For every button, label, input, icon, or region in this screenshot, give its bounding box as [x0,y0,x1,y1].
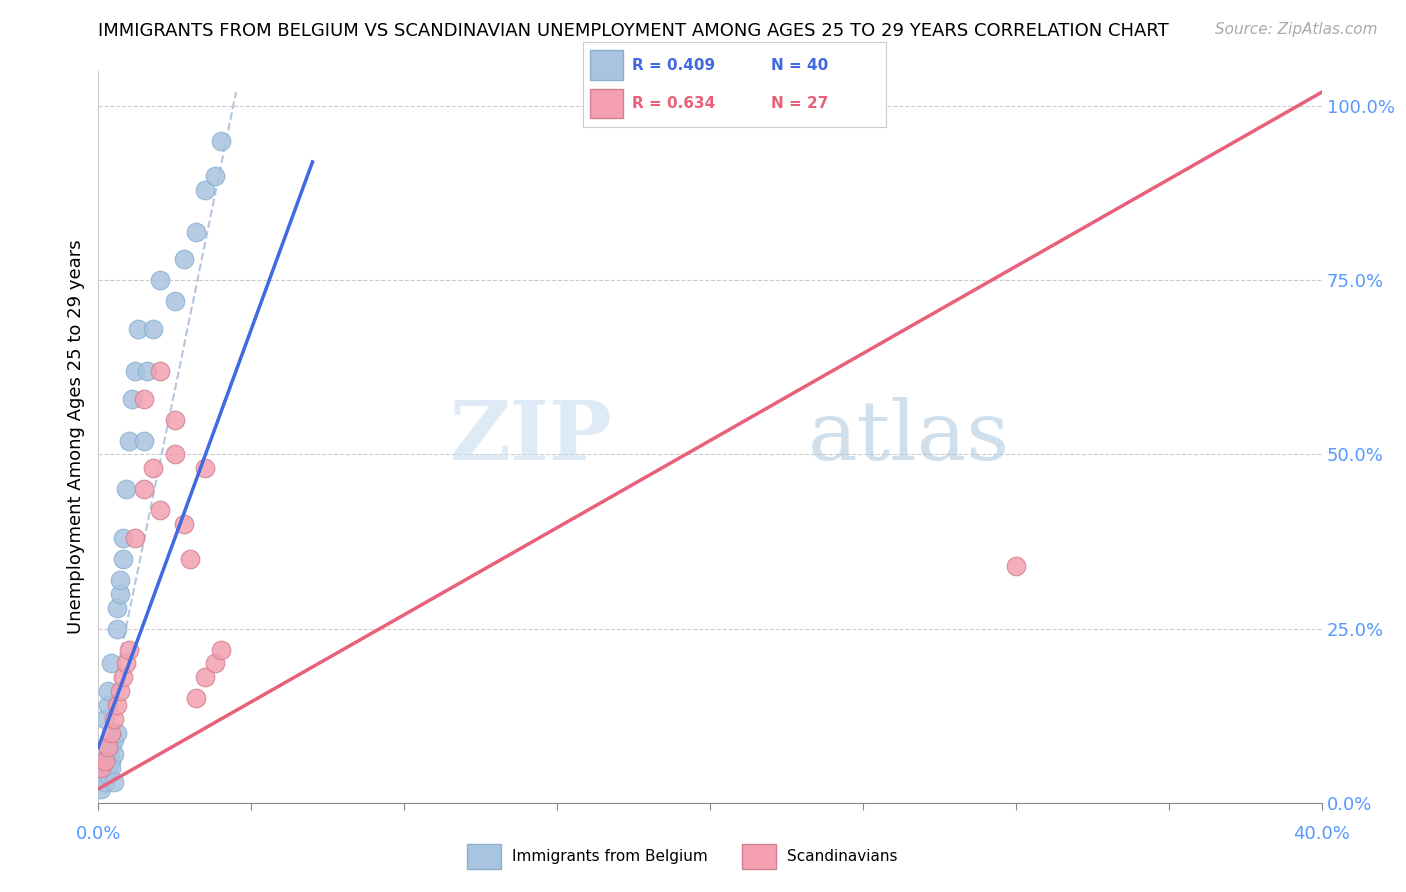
Point [93,712,115,726]
Point [118,642,141,657]
Text: R = 0.409: R = 0.409 [631,58,716,73]
Point [142,461,165,475]
Point [136,364,159,378]
Point [186,225,208,239]
Point [93,754,115,768]
Text: ZIP: ZIP [450,397,612,477]
Point [699,99,721,113]
Point [97,768,120,782]
Point [194,670,217,684]
Point [100,657,122,671]
Point [121,392,143,406]
Point [97,747,120,761]
Point [105,600,128,615]
Point [103,733,125,747]
Point [209,134,232,148]
FancyBboxPatch shape [589,51,623,80]
Point [179,552,201,566]
FancyBboxPatch shape [589,88,623,119]
Point [97,698,120,713]
Point [194,183,217,197]
Point [111,670,134,684]
Point [100,740,122,755]
Point [93,775,115,789]
Point [204,657,226,671]
Point [115,483,138,497]
Text: N = 27: N = 27 [770,95,828,111]
Point [103,712,125,726]
Point [149,273,172,287]
Point [97,761,120,775]
Point [124,364,146,378]
Point [93,768,115,782]
Point [105,726,128,740]
Point [108,573,131,587]
Text: Immigrants from Belgium: Immigrants from Belgium [512,849,707,863]
Point [90,761,112,775]
Point [100,754,122,768]
Point [90,781,112,796]
Point [105,698,128,713]
Point [163,294,186,309]
Point [134,392,156,406]
Text: 40.0%: 40.0% [1294,825,1350,843]
Point [204,169,226,183]
Point [142,322,165,336]
Text: R = 0.634: R = 0.634 [631,95,716,111]
FancyBboxPatch shape [467,844,501,869]
Point [103,747,125,761]
Point [194,461,217,475]
Text: atlas: atlas [808,397,1010,477]
Point [134,483,156,497]
Point [186,691,208,706]
Point [100,761,122,775]
Point [97,684,120,698]
Point [134,434,156,448]
Point [111,531,134,545]
Text: 0.0%: 0.0% [76,825,121,843]
Point [209,642,232,657]
Point [173,517,195,532]
Point [103,775,125,789]
Text: N = 40: N = 40 [770,58,828,73]
Point [149,364,172,378]
Text: IMMIGRANTS FROM BELGIUM VS SCANDINAVIAN UNEMPLOYMENT AMONG AGES 25 TO 29 YEARS C: IMMIGRANTS FROM BELGIUM VS SCANDINAVIAN … [98,22,1170,40]
Point [163,448,186,462]
Point [93,754,115,768]
Point [90,761,112,775]
Point [118,434,141,448]
Point [149,503,172,517]
Point [163,412,186,426]
Point [173,252,195,267]
FancyBboxPatch shape [742,844,776,869]
Point [100,726,122,740]
Text: Source: ZipAtlas.com: Source: ZipAtlas.com [1215,22,1378,37]
Point [127,322,149,336]
Point [124,531,146,545]
Y-axis label: Unemployment Among Ages 25 to 29 years: Unemployment Among Ages 25 to 29 years [66,240,84,634]
Text: Scandinavians: Scandinavians [787,849,898,863]
Point [1004,558,1026,573]
Point [97,740,120,755]
Point [108,684,131,698]
Point [115,657,138,671]
Point [105,622,128,636]
Point [108,587,131,601]
Point [111,552,134,566]
